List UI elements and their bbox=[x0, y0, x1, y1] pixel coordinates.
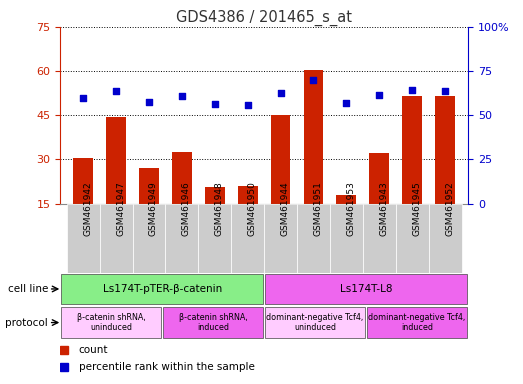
Text: β-catenin shRNA,
uninduced: β-catenin shRNA, uninduced bbox=[77, 313, 145, 332]
Text: Ls174T-pTER-β-catenin: Ls174T-pTER-β-catenin bbox=[103, 284, 222, 294]
Bar bbox=[363, 204, 396, 273]
Text: GSM461952: GSM461952 bbox=[445, 182, 454, 237]
Bar bbox=[106, 117, 126, 248]
Text: GSM461951: GSM461951 bbox=[313, 182, 323, 237]
Text: β-catenin shRNA,
induced: β-catenin shRNA, induced bbox=[179, 313, 247, 332]
Text: Ls174T-L8: Ls174T-L8 bbox=[340, 284, 392, 294]
Point bbox=[178, 93, 186, 99]
Bar bbox=[402, 96, 422, 248]
Text: GSM461949: GSM461949 bbox=[149, 182, 158, 237]
Text: GSM461950: GSM461950 bbox=[248, 182, 257, 237]
Bar bbox=[163, 307, 264, 338]
Text: cell line: cell line bbox=[7, 284, 48, 294]
Bar bbox=[264, 204, 297, 273]
Bar bbox=[435, 96, 455, 248]
Bar bbox=[238, 186, 257, 248]
Text: GSM461942: GSM461942 bbox=[83, 182, 92, 237]
Bar bbox=[172, 152, 192, 248]
Title: GDS4386 / 201465_s_at: GDS4386 / 201465_s_at bbox=[176, 9, 352, 25]
Bar bbox=[396, 204, 429, 273]
Text: GSM461947: GSM461947 bbox=[116, 182, 125, 237]
Bar bbox=[303, 70, 323, 248]
Text: dominant-negative Tcf4,
induced: dominant-negative Tcf4, induced bbox=[369, 313, 465, 332]
Point bbox=[79, 94, 87, 101]
Point bbox=[375, 92, 383, 98]
Bar bbox=[369, 154, 389, 248]
Bar bbox=[198, 204, 231, 273]
Point bbox=[112, 88, 120, 94]
Point bbox=[342, 100, 350, 106]
Bar bbox=[271, 115, 290, 248]
Text: GSM461944: GSM461944 bbox=[280, 182, 290, 237]
Text: protocol: protocol bbox=[5, 318, 48, 328]
Bar bbox=[139, 168, 159, 248]
Bar bbox=[73, 158, 93, 248]
Bar bbox=[231, 204, 264, 273]
Text: GSM461948: GSM461948 bbox=[215, 182, 224, 237]
Point bbox=[145, 99, 153, 105]
Point bbox=[244, 101, 252, 108]
Bar bbox=[265, 307, 366, 338]
Bar bbox=[61, 274, 264, 304]
Bar bbox=[429, 204, 461, 273]
Text: GSM461945: GSM461945 bbox=[412, 182, 421, 237]
Point bbox=[441, 88, 449, 94]
Text: GSM461953: GSM461953 bbox=[346, 182, 355, 237]
Point bbox=[276, 90, 285, 96]
Point bbox=[211, 101, 219, 107]
Bar bbox=[205, 187, 225, 248]
Bar bbox=[165, 204, 198, 273]
Text: dominant-negative Tcf4,
uninduced: dominant-negative Tcf4, uninduced bbox=[267, 313, 363, 332]
Text: count: count bbox=[78, 345, 108, 355]
Bar bbox=[330, 204, 363, 273]
Text: GSM461946: GSM461946 bbox=[182, 182, 191, 237]
Point bbox=[408, 88, 416, 94]
Bar bbox=[265, 274, 468, 304]
Bar bbox=[297, 204, 330, 273]
Text: percentile rank within the sample: percentile rank within the sample bbox=[78, 362, 254, 372]
Text: GSM461943: GSM461943 bbox=[379, 182, 388, 237]
Bar bbox=[61, 307, 162, 338]
Point bbox=[309, 77, 317, 83]
Bar bbox=[336, 195, 356, 248]
Bar bbox=[67, 204, 99, 273]
Bar bbox=[367, 307, 468, 338]
Bar bbox=[99, 204, 132, 273]
Bar bbox=[132, 204, 165, 273]
